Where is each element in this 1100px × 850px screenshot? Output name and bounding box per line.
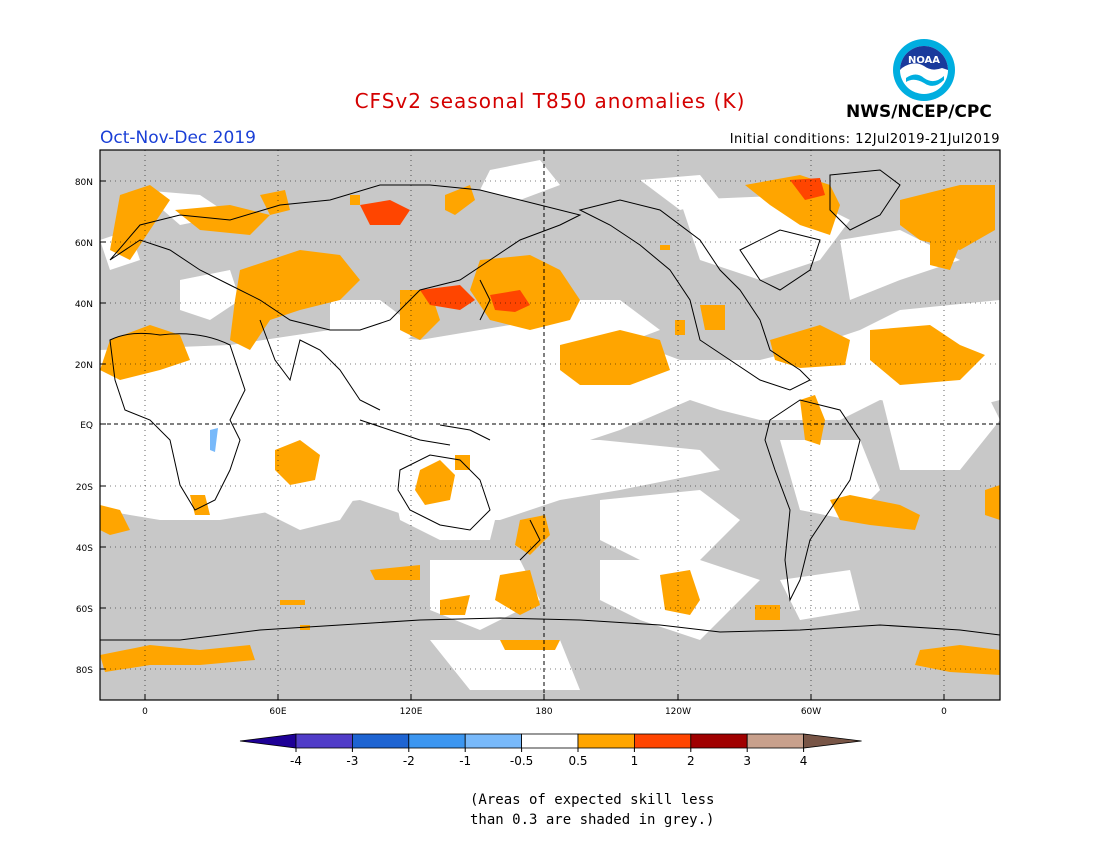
white-regions xyxy=(100,160,1000,690)
colorbar-right-arrow xyxy=(803,733,862,749)
colorbar-swatch xyxy=(295,733,353,749)
colorbar-label: 4 xyxy=(800,754,808,768)
longitude-label: 60E xyxy=(269,707,286,717)
longitude-label: 120W xyxy=(665,707,691,717)
latitude-label: 60S xyxy=(76,605,93,615)
colorbar-swatch xyxy=(464,733,523,749)
anomaly-light-blue-region xyxy=(210,428,218,452)
map-frame xyxy=(99,149,1001,701)
colorbar-label: -0.5 xyxy=(510,754,533,768)
footnote: (Areas of expected skill less than 0.3 a… xyxy=(470,790,714,830)
colorbar-label: -3 xyxy=(346,754,358,768)
initial-conditions-label: Initial conditions: 12Jul2019-21Jul2019 xyxy=(729,132,1000,147)
colorbar-swatch xyxy=(351,733,410,749)
colorbar-label: -2 xyxy=(403,754,415,768)
longitude-labels: 0 60E 120E 180 120W 60W 0 xyxy=(142,707,947,717)
colorbar-left-arrow xyxy=(239,733,297,749)
colorbar-label: -1 xyxy=(459,754,471,768)
noaa-logo-icon: NOAA xyxy=(893,39,955,101)
anomaly-red-regions xyxy=(360,178,825,312)
latitude-label: 40S xyxy=(76,544,93,554)
latitude-label: 40N xyxy=(75,300,93,310)
latitude-label: 20N xyxy=(75,361,93,371)
low-skill-grey-field xyxy=(100,150,1000,700)
longitude-label: 120E xyxy=(400,707,423,717)
latitude-label: 60N xyxy=(75,239,93,249)
colorbar-swatch xyxy=(634,733,692,749)
footnote-line1: (Areas of expected skill less xyxy=(470,792,715,808)
latitude-label: 20S xyxy=(76,483,93,493)
map-title: CFSv2 seasonal T850 anomalies (K) xyxy=(354,89,746,113)
colorbar-label: -4 xyxy=(290,754,302,768)
agency-label: NWS/NCEP/CPC xyxy=(846,102,992,122)
coastlines xyxy=(100,169,1000,641)
latitude-labels: 80N 60N 40N 20N EQ 20S 40S 60S 80S xyxy=(75,178,93,676)
latitude-label: EQ xyxy=(80,421,93,431)
longitude-label: 0 xyxy=(941,707,947,717)
graticule xyxy=(100,150,1000,700)
footnote-line2: than 0.3 are shaded in grey.) xyxy=(470,812,715,828)
longitude-label: 60W xyxy=(801,707,821,717)
longitude-label: 180 xyxy=(535,707,552,717)
colorbar-label: 2 xyxy=(687,754,695,768)
colorbar-swatch xyxy=(521,733,579,749)
longitude-label: 0 xyxy=(142,707,148,717)
anomaly-orange-regions xyxy=(100,175,1000,675)
colorbar-label: 1 xyxy=(631,754,639,768)
colorbar-swatch xyxy=(746,733,805,749)
colorbar: -4 -3 -2 -1 -0.5 0.5 1 2 3 4 xyxy=(239,733,862,768)
latitude-label: 80N xyxy=(75,178,93,188)
latitude-label: 80S xyxy=(76,666,93,676)
colorbar-label: 0.5 xyxy=(568,754,587,768)
noaa-logo-text: NOAA xyxy=(908,55,940,66)
colorbar-swatch xyxy=(690,733,748,749)
colorbar-swatch xyxy=(408,733,466,749)
colorbar-swatch xyxy=(577,733,635,749)
season-label: Oct-Nov-Dec 2019 xyxy=(100,128,256,148)
colorbar-label: 3 xyxy=(743,754,751,768)
